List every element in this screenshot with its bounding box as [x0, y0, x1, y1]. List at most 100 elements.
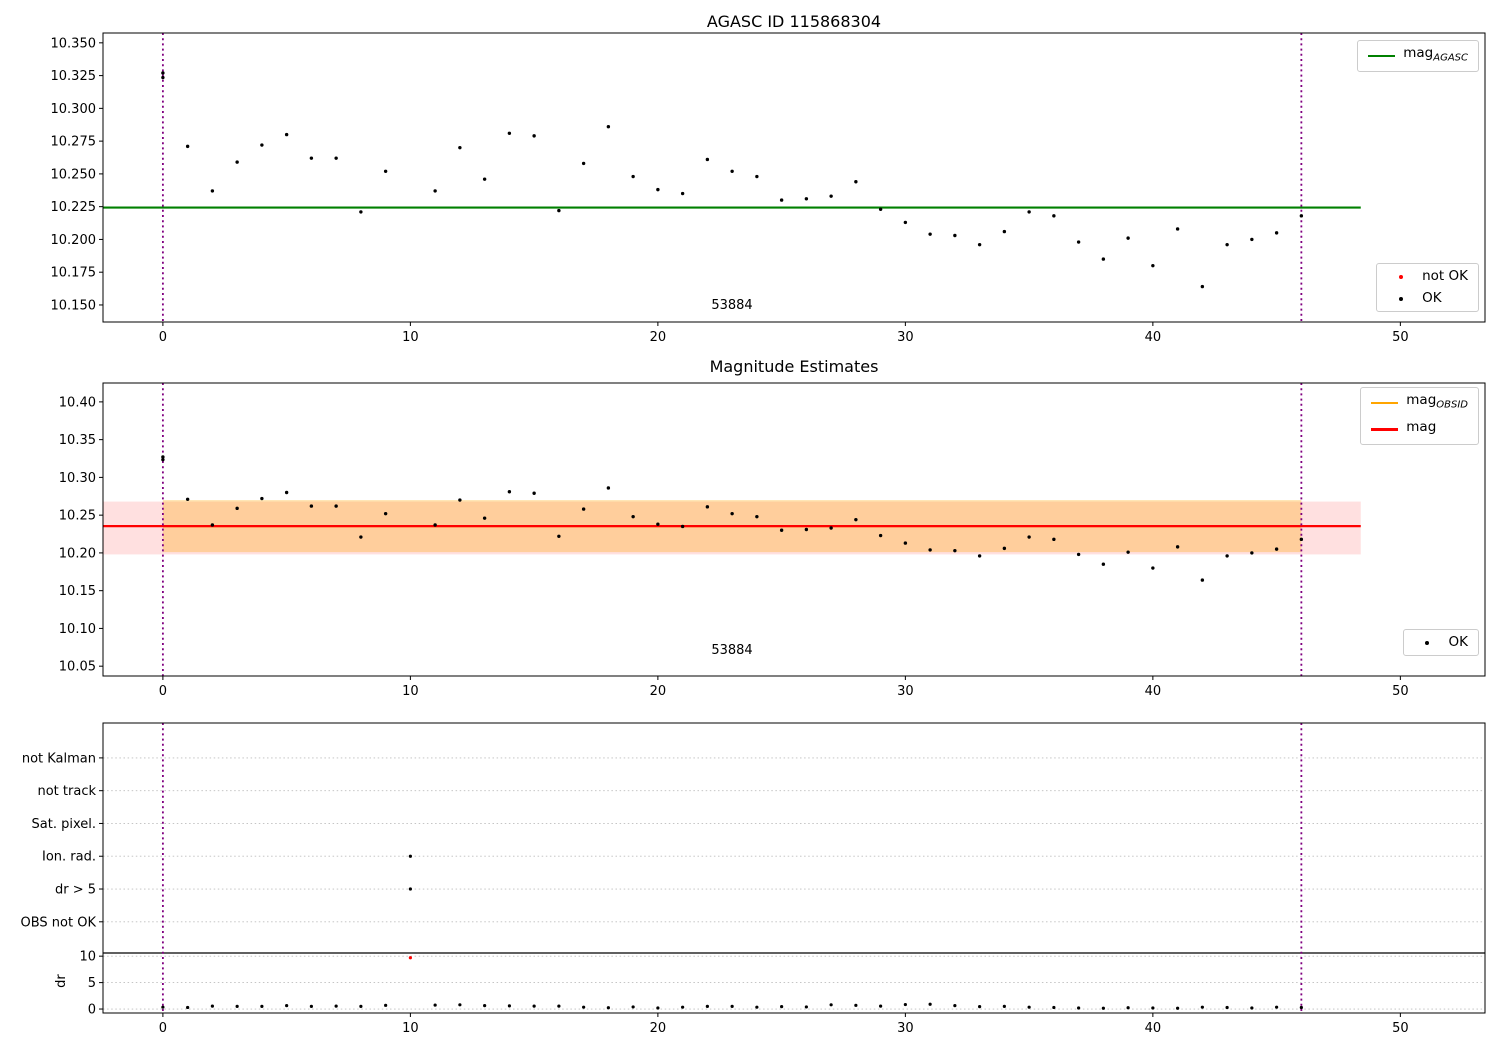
x-tick-label: 40 — [1145, 1021, 1162, 1036]
ok-point — [1077, 1006, 1081, 1010]
ok-point — [631, 174, 635, 179]
x-tick-label: 10 — [402, 1021, 419, 1036]
ok-point — [433, 1003, 437, 1007]
ok-point — [161, 75, 165, 80]
not-ok-marker-swatch — [1398, 274, 1403, 279]
legend-item-mag: mag — [1371, 419, 1468, 440]
y-tick-label: 10.325 — [51, 69, 97, 84]
y-tick-label: 10.350 — [51, 36, 97, 51]
ok-point — [161, 457, 165, 462]
legend-item-mag-obsid: magOBSID — [1371, 393, 1468, 413]
ok-point — [1299, 537, 1304, 542]
ok-point — [458, 498, 462, 502]
ok-points — [161, 854, 1303, 1010]
ok-points — [161, 455, 1304, 582]
not-ok-point — [408, 956, 412, 960]
ok-point — [1225, 242, 1229, 247]
ok-point — [557, 534, 561, 538]
ok-points — [161, 71, 1304, 289]
x-tick-label: 30 — [897, 684, 914, 699]
ok-point — [284, 490, 289, 495]
ok-marker-swatch — [1398, 296, 1403, 301]
y-tick-label: 10.10 — [59, 622, 96, 637]
y-tick-label: 10.15 — [59, 584, 96, 599]
ok-point — [680, 524, 685, 529]
ok-point — [755, 174, 759, 179]
ok-point — [334, 1004, 338, 1008]
legend-item-mag-agasc: magAGASC — [1368, 46, 1468, 66]
ok-point — [903, 541, 908, 545]
ok-point — [1052, 537, 1056, 542]
x-tick-label: 10 — [402, 684, 419, 699]
plot-1: 0 10 20 30 40 50 10.05 10.10 10.15 10.20 10.25 10.3… — [59, 382, 1486, 699]
ok-point — [186, 1005, 190, 1010]
ok-point — [557, 208, 561, 213]
y-tick-label: dr > 5 — [55, 883, 96, 898]
y-tick-label: not track — [37, 784, 96, 799]
ok-point — [458, 1003, 462, 1007]
ok-point — [1076, 240, 1081, 244]
not-ok-points — [408, 956, 412, 960]
y-tick-label: 10.40 — [59, 395, 96, 410]
ok-point — [309, 1004, 313, 1008]
ok-point — [780, 1005, 784, 1009]
ok-point — [309, 504, 314, 508]
y-tick-label: 0 — [88, 1003, 96, 1018]
ok-point — [1002, 1004, 1006, 1008]
ok-point — [804, 527, 809, 532]
ok-point — [1052, 1005, 1056, 1010]
ok-point — [1052, 214, 1056, 218]
ok-point — [878, 207, 883, 211]
ok-point — [1126, 236, 1130, 240]
ok-point — [705, 505, 710, 509]
ok-point — [978, 1005, 982, 1009]
y-tick-label: 10.20 — [59, 546, 96, 561]
ok-point — [532, 134, 536, 138]
ok-point — [1151, 1006, 1155, 1010]
legend-item-not-ok: not OK — [1387, 269, 1468, 284]
mag-obsid-label: magOBSID — [1406, 392, 1468, 411]
ok-point — [854, 517, 858, 522]
y-tick-label: 10.275 — [51, 135, 97, 150]
not-ok-label: not OK — [1422, 268, 1468, 284]
ok-point — [161, 71, 165, 75]
ok-point — [705, 157, 710, 162]
y-tick-label: Ion. rad. — [42, 850, 96, 865]
ok-point — [235, 506, 239, 511]
ok-point — [1274, 231, 1279, 235]
axes-frame — [102, 382, 1486, 677]
ok-point — [903, 1002, 907, 1007]
ok-point — [260, 143, 264, 147]
y-tick-label: 10.225 — [51, 200, 97, 215]
y-tick-label: Sat. pixel. — [32, 817, 96, 832]
ok-point — [1027, 1005, 1031, 1009]
ok-point — [1002, 229, 1007, 234]
y-tick-label: 10 — [79, 950, 96, 965]
ok-point — [383, 511, 388, 516]
ok-point — [1126, 1006, 1130, 1010]
y-tick-label: 10.150 — [51, 298, 97, 313]
y-tick-label: 10.200 — [51, 233, 97, 248]
plot-0: 0 10 20 30 40 50 10.150 10.175 10.200 10.225 10.25… — [51, 32, 1486, 345]
y-tick-label: 10.05 — [59, 660, 96, 675]
ok-point — [631, 514, 635, 519]
ok-point — [284, 132, 289, 137]
ok-point — [606, 125, 611, 129]
mag-obsid-line-swatch — [1371, 401, 1399, 405]
x-tick-label: 0 — [159, 684, 167, 699]
ok-point — [928, 1002, 932, 1006]
ok-point — [656, 187, 660, 192]
mag-agasc-label: magAGASC — [1403, 45, 1468, 64]
ok-point — [185, 144, 190, 149]
ok-point — [210, 1004, 214, 1008]
ok-point — [977, 242, 982, 247]
x-tick-label: 40 — [1145, 330, 1162, 345]
middle-obsid-annotation: 53884 — [711, 643, 753, 658]
ok-point — [483, 1003, 487, 1008]
ok-point — [1274, 547, 1279, 551]
ok-point — [260, 496, 264, 501]
ok-point — [606, 1006, 610, 1010]
y-tick-label: OBS not OK — [21, 915, 97, 930]
